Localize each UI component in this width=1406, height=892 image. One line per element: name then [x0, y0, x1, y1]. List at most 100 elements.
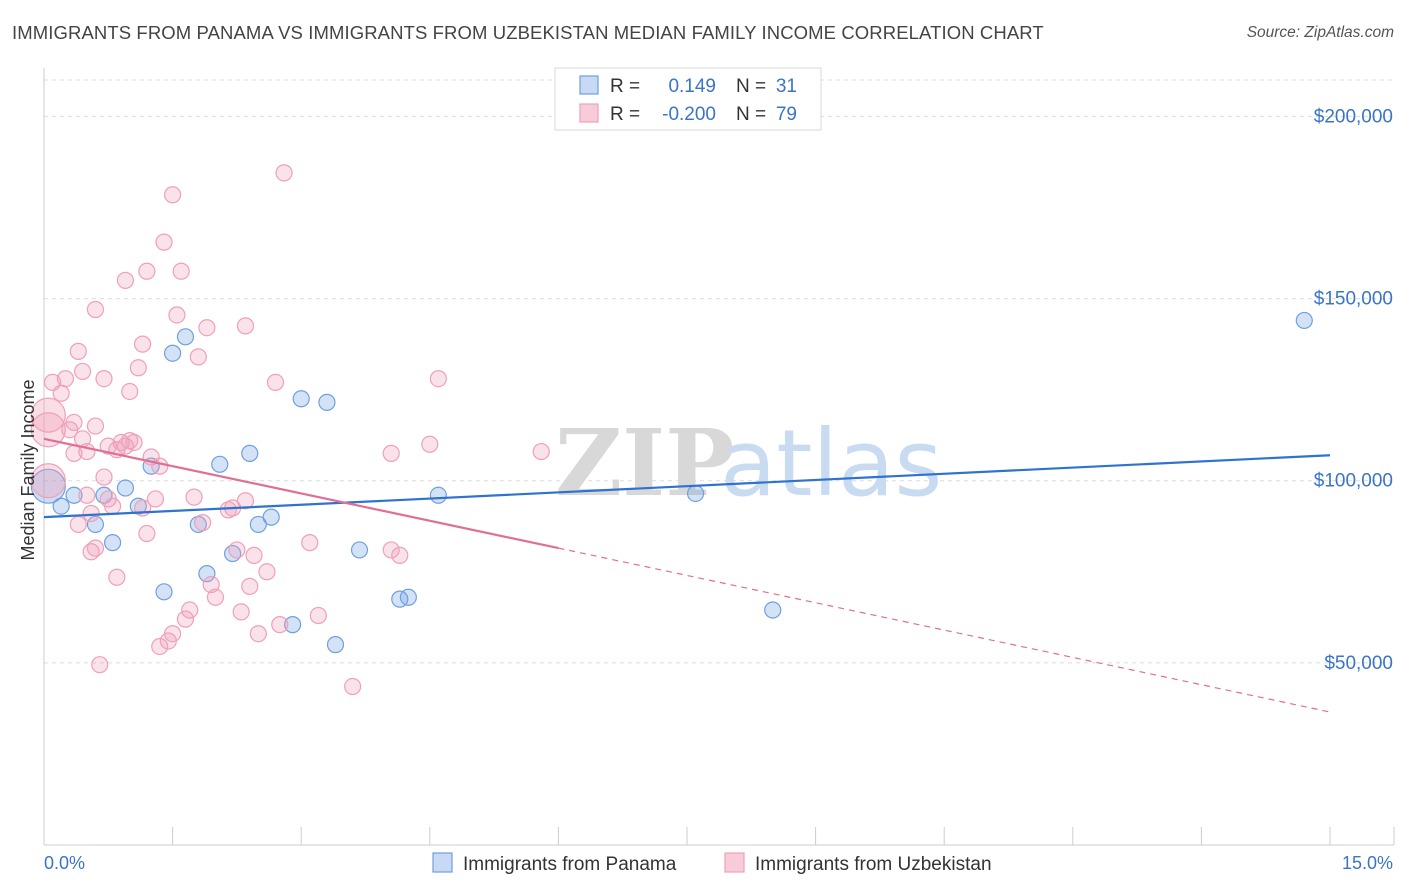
point-uzbekistan — [532, 442, 550, 461]
point-uzbekistan — [73, 362, 92, 381]
point-uzbekistan — [258, 563, 276, 581]
trendline-uzbekistan — [43, 437, 559, 550]
point-panama — [262, 508, 280, 526]
y-tick-label: $200,000 — [1314, 106, 1393, 127]
point-uzbekistan — [56, 370, 75, 388]
point-panama — [686, 484, 705, 503]
point-panama — [249, 515, 267, 534]
point-panama — [86, 515, 105, 534]
point-uzbekistan — [151, 637, 169, 656]
point-panama — [391, 590, 409, 608]
point-uzbekistan — [151, 457, 169, 475]
point-uzbekistan — [82, 504, 100, 523]
point-uzbekistan — [228, 541, 246, 559]
point-uzbekistan — [69, 342, 87, 360]
point-uzbekistan — [275, 164, 293, 182]
point-panama — [1295, 311, 1313, 330]
point-uzbekistan — [164, 625, 182, 643]
point-uzbekistan — [176, 610, 195, 628]
point-uzbekistan — [125, 433, 143, 452]
point-panama — [103, 534, 122, 552]
point-uzbekistan — [138, 524, 156, 543]
point-uzbekistan — [194, 514, 212, 532]
point-panama — [164, 344, 182, 362]
legend-n-value-1: 31 — [776, 76, 797, 97]
point-uzbekistan — [185, 488, 203, 506]
y-tick-label: $100,000 — [1314, 471, 1393, 492]
point-uzbekistan — [91, 656, 109, 674]
bottom-legend-swatch-panama — [432, 852, 453, 873]
point-uzbekistan — [78, 486, 96, 504]
point-uzbekistan — [95, 370, 113, 388]
x-tick-label-max: 15.0% — [1342, 853, 1393, 873]
legend-swatch-uzbekistan — [579, 103, 599, 123]
point-panama — [155, 583, 173, 601]
point-uzbekistan — [52, 384, 70, 402]
point-panama — [65, 486, 83, 504]
point-panama — [241, 444, 259, 462]
point-uzbekistan — [168, 306, 186, 324]
point-uzbekistan — [30, 412, 66, 448]
point-uzbekistan — [429, 370, 447, 388]
legend-n-value-2: 79 — [776, 104, 797, 125]
point-panama — [429, 486, 447, 504]
point-uzbekistan — [382, 541, 400, 559]
point-panama — [52, 497, 70, 515]
y-tick-label: $50,000 — [1324, 653, 1393, 674]
point-panama — [764, 601, 782, 619]
point-panama — [176, 328, 195, 346]
y-axis-title: Median Family Income — [18, 379, 38, 560]
watermark-zip: ZIP — [555, 409, 734, 517]
point-uzbekistan — [172, 262, 190, 280]
point-uzbekistan — [271, 616, 289, 634]
trendline-panama — [43, 454, 1331, 519]
legend-swatch-panama — [579, 75, 599, 95]
point-panama — [198, 565, 216, 583]
stats-legend: R = 0.149 N = 31 R = -0.200 N = 79 — [554, 67, 822, 131]
chart-source: Source: ZipAtlas.com — [1246, 24, 1394, 41]
point-uzbekistan — [164, 186, 182, 204]
point-panama — [292, 390, 310, 408]
point-uzbekistan — [266, 373, 285, 391]
point-uzbekistan — [86, 300, 105, 319]
point-uzbekistan — [189, 348, 207, 366]
legend-r-value-2: -0.200 — [662, 104, 716, 125]
point-uzbekistan — [198, 319, 216, 337]
chart-title: IMMIGRANTS FROM PANAMA VS IMMIGRANTS FRO… — [12, 22, 1044, 43]
point-uzbekistan — [245, 546, 263, 564]
x-tick-label-min: 0.0% — [44, 853, 85, 873]
point-uzbekistan — [30, 463, 66, 499]
series-legend: Immigrants from Panama Immigrants from U… — [432, 852, 992, 875]
point-uzbekistan — [301, 534, 319, 552]
trend-layer — [43, 437, 1331, 713]
point-panama — [116, 479, 135, 497]
point-uzbekistan — [202, 575, 220, 594]
point-uzbekistan — [241, 577, 259, 595]
point-uzbekistan — [108, 568, 126, 586]
trendline-uzbekistan-extension — [558, 547, 1331, 713]
point-uzbekistan — [206, 588, 225, 606]
point-uzbekistan — [155, 233, 173, 251]
point-uzbekistan — [121, 382, 139, 401]
points-layer — [30, 164, 1313, 696]
point-uzbekistan — [86, 539, 105, 557]
point-uzbekistan — [146, 490, 165, 508]
point-uzbekistan — [30, 397, 66, 433]
point-uzbekistan — [236, 317, 255, 335]
point-uzbekistan — [133, 335, 152, 353]
grid-layer — [44, 79, 1394, 664]
point-uzbekistan — [116, 271, 135, 289]
point-uzbekistan — [129, 359, 147, 377]
point-uzbekistan — [344, 677, 362, 696]
legend-r-label-2: R = — [610, 104, 640, 125]
legend-r-value-1: 0.149 — [668, 76, 716, 97]
point-panama — [30, 468, 66, 504]
labels-layer: $50,000 $100,000 $150,000 $200,000 0.0% 15.0% — [44, 106, 1393, 873]
bottom-legend-label-uzbekistan: Immigrants from Uzbekistan — [755, 854, 992, 875]
point-panama — [211, 455, 229, 473]
watermark-atlas: atlas — [720, 410, 942, 517]
point-panama — [284, 616, 302, 634]
point-uzbekistan — [236, 492, 255, 510]
bottom-legend-label-panama: Immigrants from Panama — [463, 854, 677, 875]
